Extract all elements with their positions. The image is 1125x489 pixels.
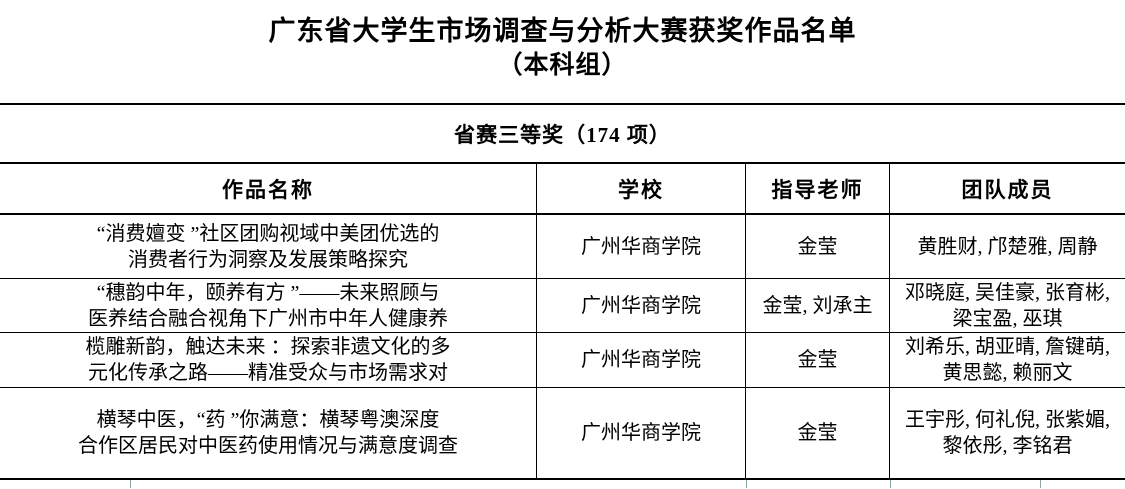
work-title-line: “消费嬗变 ”社区团购视域中美团优选的 <box>96 222 440 245</box>
work-title-line: 医养结合融合视角下广州市中年人健康养 <box>88 307 448 330</box>
school-name: 广州华商学院 <box>581 294 701 317</box>
column-header-work: 作品名称 <box>0 164 537 213</box>
school-name: 广州华商学院 <box>581 349 701 371</box>
advisor-cell: 金莹 <box>746 333 890 387</box>
advisor-name: 金莹 <box>797 349 838 371</box>
work-title-line: 横琴中医，“药 ”你满意：横琴粤澳深度 <box>96 409 440 431</box>
column-header-advisor: 指导老师 <box>746 164 890 213</box>
members-line: 王宇彤, 何礼倪, 张紫媚, <box>905 409 1110 431</box>
section-header-row: 省赛三等奖（174 项） <box>0 103 1125 162</box>
section-header-label: 省赛三等奖（174 项） <box>454 122 671 147</box>
column-border-stub <box>746 480 747 488</box>
work-title-line: 元化传承之路——精准受众与市场需求对 <box>88 362 448 384</box>
advisor-cell: 金莹 <box>746 388 890 478</box>
members-cell: 王宇彤, 何礼倪, 张紫媚, 黎依彤, 李铭君 <box>890 388 1125 478</box>
members-line: 黄胜财, 邝楚雅, 周静 <box>917 235 1098 258</box>
members-cell: 邓晓庭, 吴佳豪, 张育彬, 梁宝盈, 巫琪 <box>890 279 1125 332</box>
school-cell: 广州华商学院 <box>537 333 746 387</box>
work-title-cell: 横琴中医，“药 ”你满意：横琴粤澳深度 合作区居民对中医药使用情况与满意度调查 <box>0 388 537 478</box>
next-row-cutoff-strip <box>0 480 1125 488</box>
table-row: 横琴中医，“药 ”你满意：横琴粤澳深度 合作区居民对中医药使用情况与满意度调查 … <box>0 388 1125 480</box>
members-cell: 刘希乐, 胡亚晴, 詹键萌, 黄思懿, 赖丽文 <box>890 333 1125 387</box>
school-name: 广州华商学院 <box>581 422 701 444</box>
school-cell: 广州华商学院 <box>537 279 746 332</box>
document-title: 广东省大学生市场调查与分析大赛获奖作品名单 <box>268 16 857 46</box>
members-line: 黎依彤, 李铭君 <box>942 435 1073 457</box>
column-header-school: 学校 <box>537 164 746 213</box>
members-line: 刘希乐, 胡亚晴, 詹键萌, <box>905 336 1110 358</box>
advisor-name: 金莹, 刘承主 <box>762 294 873 317</box>
advisor-name: 金莹 <box>797 235 838 258</box>
members-cell: 黄胜财, 邝楚雅, 周静 <box>890 215 1125 278</box>
work-title-line: 消费者行为洞察及发展策略探究 <box>128 248 408 271</box>
document-title-block: 广东省大学生市场调查与分析大赛获奖作品名单 （本科组） <box>0 0 1125 103</box>
column-border-stub <box>890 480 891 488</box>
work-title-line: “穗韵中年，颐养有方 ”——未来照顾与 <box>96 281 440 304</box>
members-line: 梁宝盈, 巫琪 <box>952 307 1063 330</box>
school-cell: 广州华商学院 <box>537 388 746 478</box>
advisor-name: 金莹 <box>797 422 838 444</box>
advisor-cell: 金莹 <box>746 215 890 278</box>
members-line: 邓晓庭, 吴佳豪, 张育彬, <box>905 281 1110 304</box>
work-title-line: 合作区居民对中医药使用情况与满意度调查 <box>78 435 458 457</box>
column-border-stub <box>130 480 131 488</box>
table-row: “消费嬗变 ”社区团购视域中美团优选的 消费者行为洞察及发展策略探究 广州华商学… <box>0 215 1125 279</box>
table-row: “穗韵中年，颐养有方 ”——未来照顾与 医养结合融合视角下广州市中年人健康养 广… <box>0 279 1125 333</box>
document-subtitle: （本科组） <box>497 52 628 79</box>
work-title-cell: “穗韵中年，颐养有方 ”——未来照顾与 医养结合融合视角下广州市中年人健康养 <box>0 279 537 332</box>
column-border-stub <box>1040 480 1041 488</box>
column-header-members: 团队成员 <box>961 177 1054 202</box>
school-name: 广州华商学院 <box>581 235 701 258</box>
table-header-row: 作品名称 学校 指导老师 团队成员 <box>0 162 1125 215</box>
school-cell: 广州华商学院 <box>537 215 746 278</box>
work-title-cell: 榄雕新韵，触达未来 ：探索非遗文化的多 元化传承之路——精准受众与市场需求对 <box>0 333 537 387</box>
work-title-cell: “消费嬗变 ”社区团购视域中美团优选的 消费者行为洞察及发展策略探究 <box>0 215 537 278</box>
work-title-line: 榄雕新韵，触达未来 ：探索非遗文化的多 <box>85 336 451 358</box>
members-line: 黄思懿, 赖丽文 <box>942 362 1073 384</box>
advisor-cell: 金莹, 刘承主 <box>746 279 890 332</box>
table-row: 榄雕新韵，触达未来 ：探索非遗文化的多 元化传承之路——精准受众与市场需求对 广… <box>0 333 1125 388</box>
